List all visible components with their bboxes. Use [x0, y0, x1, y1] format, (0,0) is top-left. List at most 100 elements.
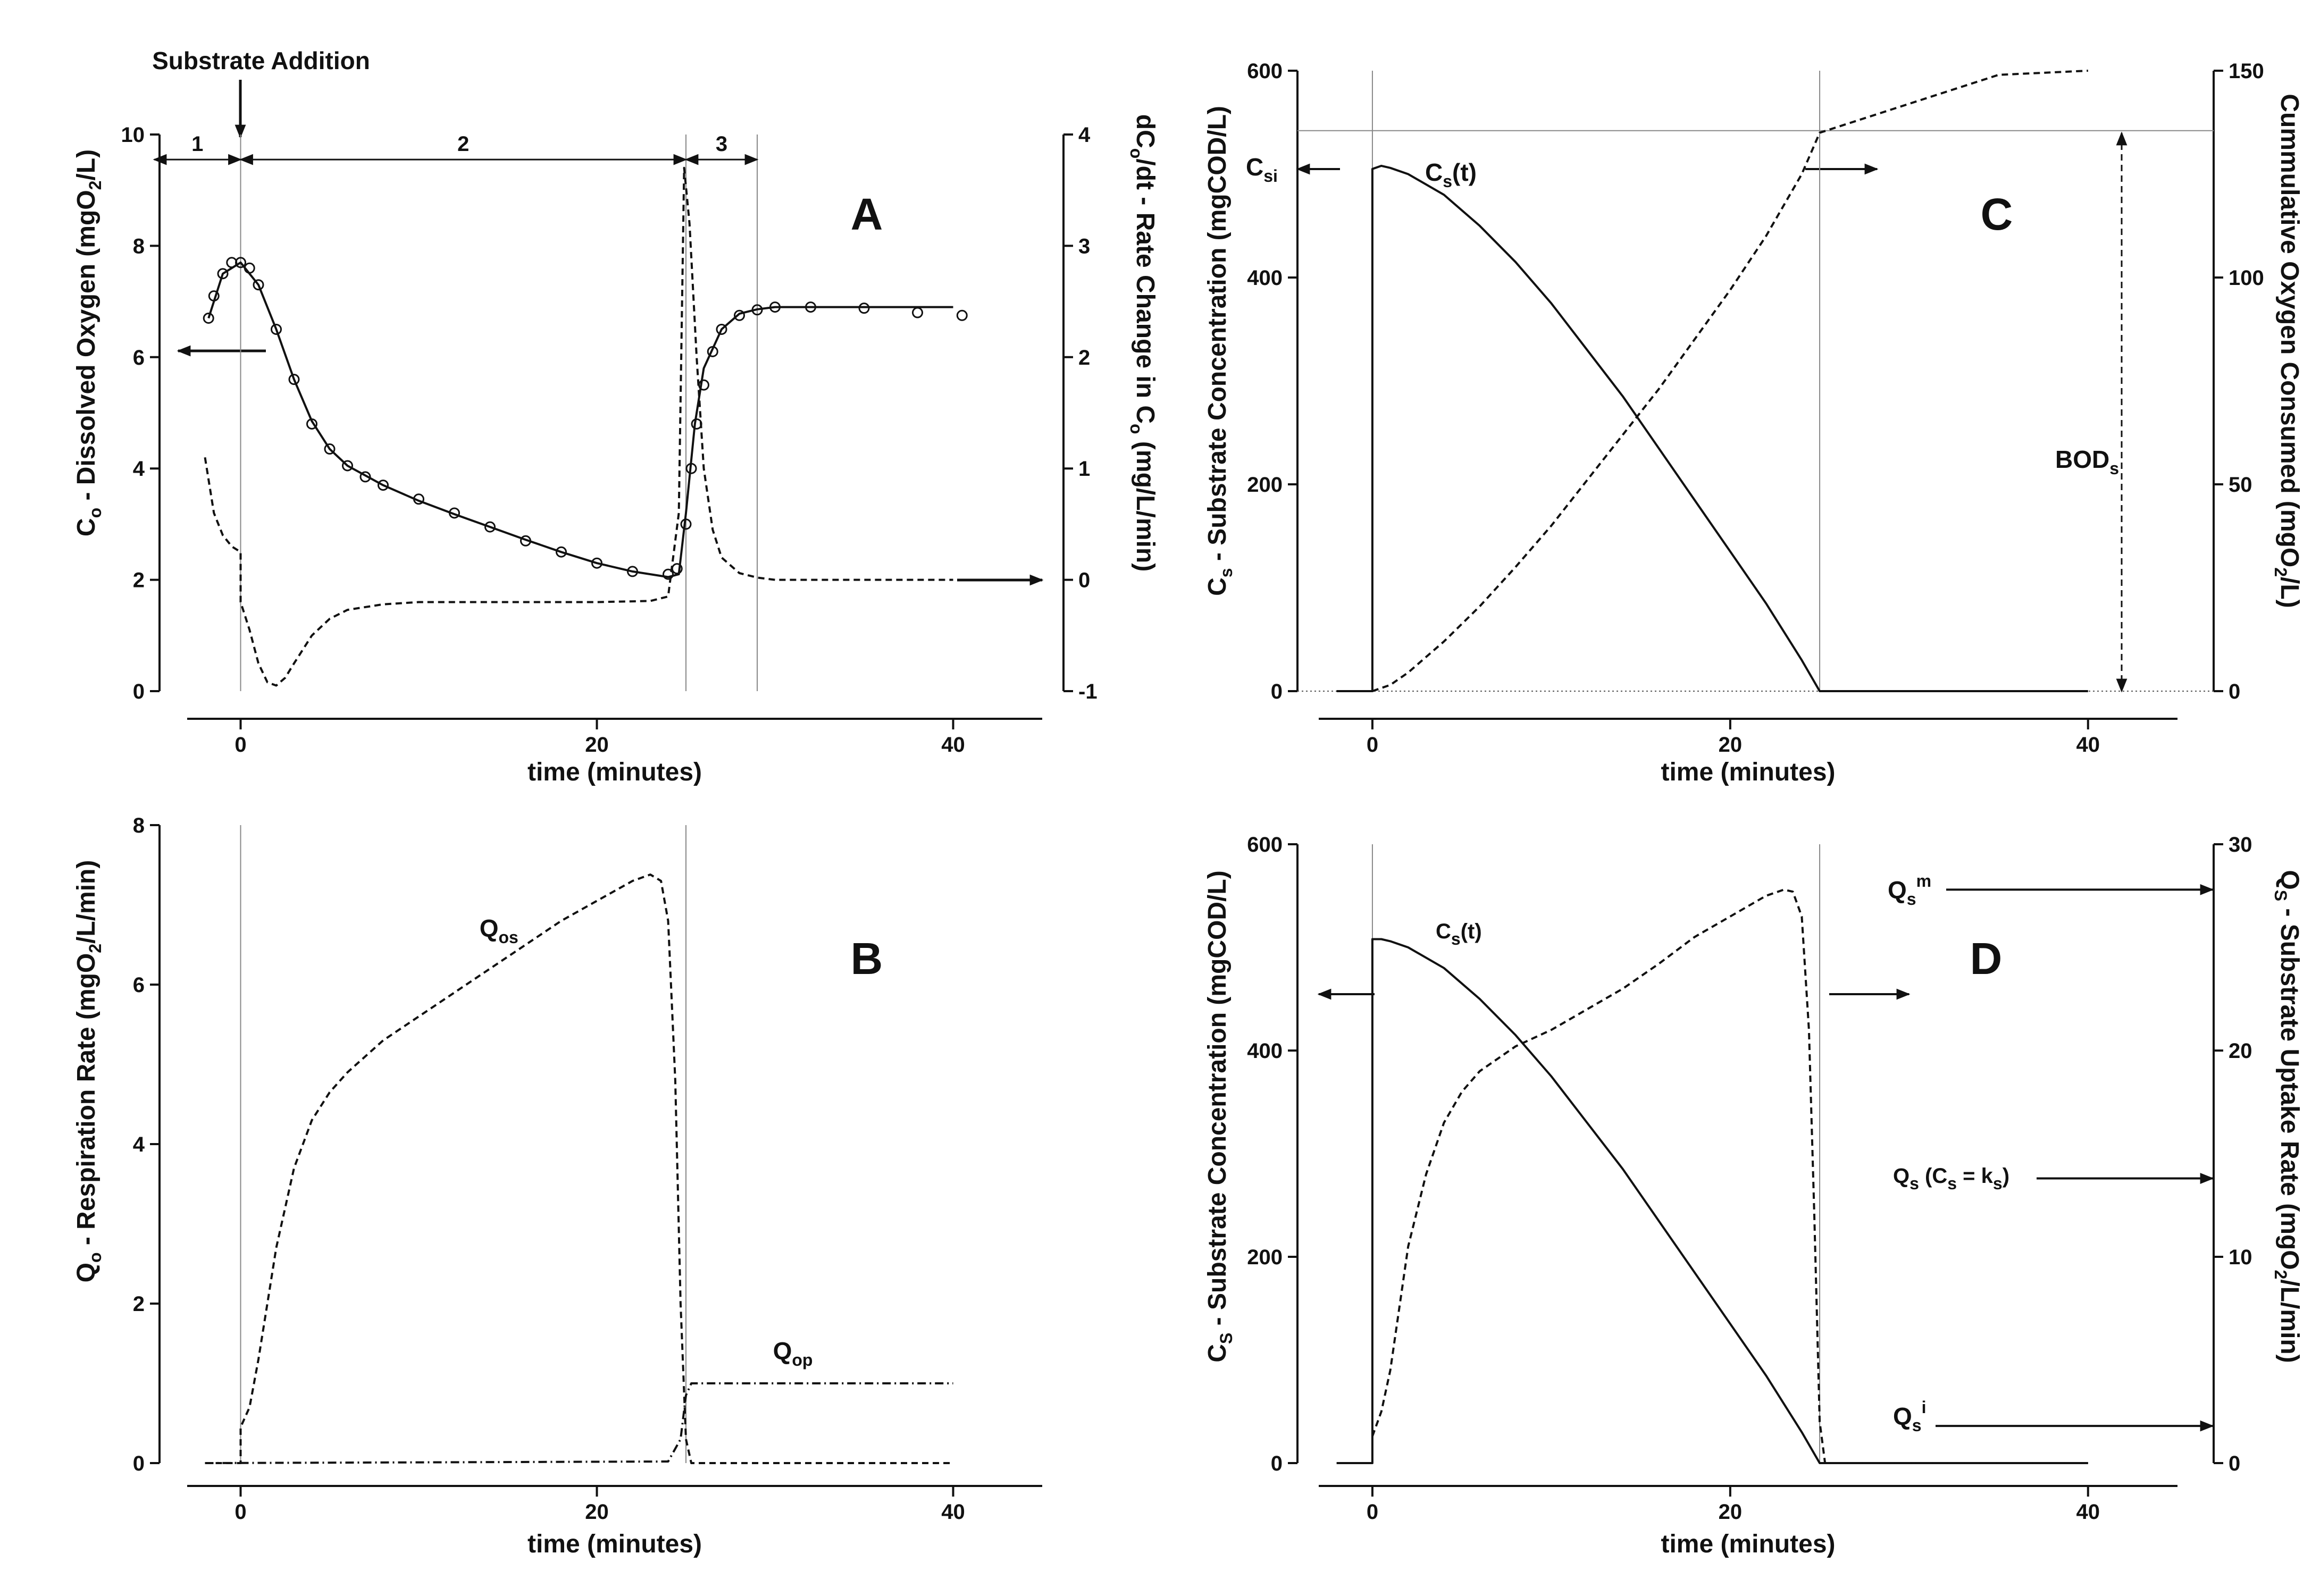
phase-label: 3 — [716, 132, 727, 156]
x-tick-label: 0 — [234, 733, 246, 757]
y-tick-label: 200 — [1247, 473, 1283, 497]
series-line — [207, 261, 953, 578]
panel-label: D — [1970, 934, 2003, 984]
y-tick-label: 4 — [133, 457, 145, 481]
data-point — [235, 257, 246, 268]
y2-axis-label: Cummulative Oxygen Consumed (mgO2/L) — [2271, 94, 2304, 608]
x-axis-label: time (minutes) — [1661, 1530, 1835, 1558]
qs-ks-label: Qs (Cs = ks) — [1893, 1164, 2009, 1193]
y-tick-label: 200 — [1247, 1246, 1283, 1269]
panel-label: A — [851, 189, 883, 239]
bods-label: BODs — [2055, 446, 2119, 478]
data-point — [734, 309, 745, 321]
x-tick-label: 0 — [1367, 1500, 1378, 1524]
y2-tick-label: 0 — [2229, 680, 2240, 703]
x-axis-label: time (minutes) — [527, 1530, 702, 1558]
x-tick-label: 40 — [941, 733, 965, 757]
cs-curve-label: Cs(t) — [1425, 158, 1477, 191]
series-line — [1372, 70, 2088, 692]
y-tick-label: 6 — [133, 346, 145, 369]
y2-tick-label: 100 — [2229, 266, 2264, 290]
y2-tick-label: 1 — [1078, 457, 1090, 481]
y-tick-label: 0 — [1271, 680, 1283, 703]
y2-tick-label: 20 — [2229, 1039, 2252, 1063]
data-point — [591, 557, 602, 569]
y-tick-label: 400 — [1247, 1039, 1283, 1063]
y2-tick-label: 30 — [2229, 833, 2252, 856]
y2-tick-label: 50 — [2229, 473, 2252, 497]
y2-tick-label: 0 — [1078, 569, 1090, 592]
data-point — [217, 268, 229, 280]
x-tick-label: 0 — [1367, 733, 1378, 757]
y-tick-label: 600 — [1247, 60, 1283, 83]
csi-label: Csi — [1246, 153, 1278, 186]
data-point — [663, 568, 674, 580]
y-tick-label: 400 — [1247, 266, 1283, 290]
phase-label: 2 — [457, 132, 469, 156]
panel-label: B — [851, 934, 883, 984]
series-line — [204, 166, 953, 687]
y-axis-label: Qo - Respiration Rate (mgO2/L/min) — [72, 860, 105, 1283]
qsi-label: Qsi — [1893, 1398, 1926, 1435]
x-tick-label: 20 — [585, 1500, 609, 1524]
data-point — [359, 471, 371, 483]
y-axis-label: Co - Dissolved Oxygen (mgO2/L) — [72, 149, 105, 536]
data-point — [716, 323, 727, 335]
data-point — [956, 309, 968, 321]
data-point — [288, 374, 300, 385]
y-tick-label: 0 — [133, 680, 145, 703]
series-line — [205, 1382, 953, 1464]
y2-tick-label: 10 — [2229, 1246, 2252, 1269]
x-tick-label: 0 — [234, 1500, 246, 1524]
y-tick-label: 2 — [133, 1292, 145, 1316]
series-line — [1336, 164, 2088, 692]
x-tick-label: 40 — [2076, 733, 2100, 757]
substrate-addition-label: Substrate Addition — [152, 47, 370, 74]
series-line — [1371, 888, 2088, 1464]
phase-label: 1 — [191, 132, 203, 156]
data-point — [858, 303, 870, 314]
x-axis-label: time (minutes) — [1661, 758, 1835, 786]
data-point — [253, 279, 264, 291]
panel-b: B Qo - Respiration Rate (mgO2/L/min) 0 20… — [72, 814, 1042, 1558]
y-tick-label: 10 — [121, 123, 145, 147]
data-point — [203, 313, 214, 324]
y-tick-label: 8 — [133, 234, 145, 258]
data-point — [271, 323, 282, 335]
y2-axis-label: QS - Substrate Uptake Rate (mgO2/L/min) — [2271, 870, 2304, 1363]
y-axis-label: Cs - Substrate Concentration (mgCOD/L) — [1203, 106, 1236, 596]
panel-a: A Substrate Addition Co - Dissolved Oxyg… — [72, 47, 1159, 786]
x-tick-label: 20 — [1719, 1500, 1743, 1524]
data-point — [342, 460, 353, 472]
y2-tick-label: 4 — [1078, 123, 1091, 147]
series-line — [205, 873, 953, 1464]
data-point — [324, 443, 336, 455]
y2-tick-label: 3 — [1078, 234, 1090, 258]
panel-label: C — [1981, 189, 2013, 239]
y2-axis-label: dCo/dt - Rate Change in Co (mg/L/min) — [1127, 114, 1159, 572]
y-tick-label: 6 — [133, 973, 145, 997]
y2-tick-label: 0 — [2229, 1452, 2240, 1475]
data-point — [378, 480, 389, 491]
y-axis-label: CS - Substrate Concentration (mgCOD/L) — [1203, 870, 1236, 1362]
y-tick-label: 0 — [133, 1452, 145, 1475]
series-label: Qop — [773, 1337, 813, 1370]
x-axis-label: time (minutes) — [527, 758, 702, 786]
cs-curve-label: Cs(t) — [1436, 920, 1482, 948]
panel-c: C Cs - Substrate Concentration (mgCOD/L)… — [1203, 60, 2304, 786]
y-tick-label: 600 — [1247, 833, 1283, 856]
y2-tick-label: 150 — [2229, 60, 2264, 83]
y2-tick-label: -1 — [1078, 680, 1098, 703]
y-tick-label: 4 — [133, 1133, 145, 1156]
x-tick-label: 20 — [1719, 733, 1743, 757]
data-point — [484, 521, 496, 533]
data-point — [556, 546, 567, 558]
y-tick-label: 0 — [1271, 1452, 1283, 1475]
panel-d: D CS - Substrate Concentration (mgCOD/L)… — [1203, 833, 2304, 1558]
y-tick-label: 2 — [133, 569, 145, 592]
x-tick-label: 20 — [585, 733, 609, 757]
qsm-label: Qsm — [1888, 871, 1931, 909]
y2-tick-label: 2 — [1078, 346, 1090, 369]
series-line — [1336, 938, 2088, 1464]
